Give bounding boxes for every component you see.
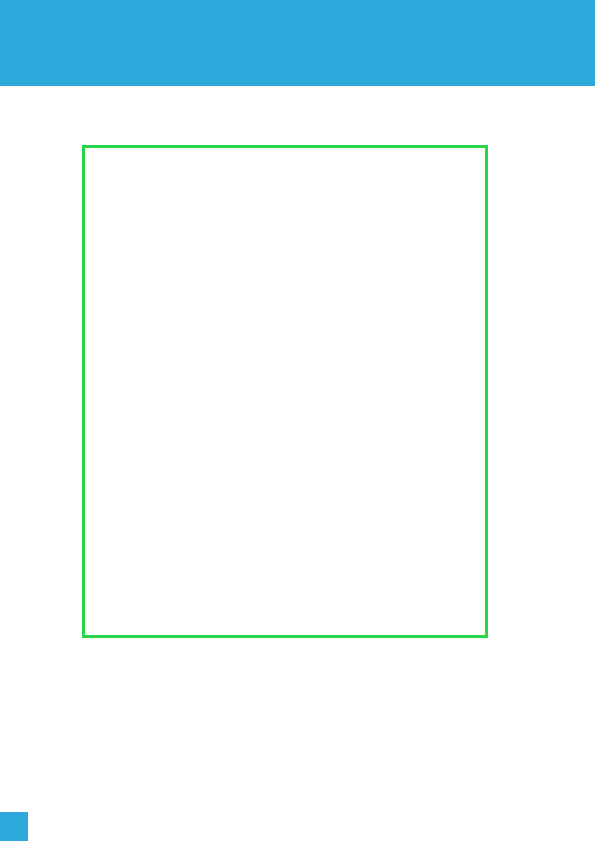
working-range-chart	[0, 0, 595, 645]
page-corner-tab	[0, 812, 28, 841]
page-header-band	[0, 0, 595, 86]
chart-frame	[82, 145, 488, 638]
